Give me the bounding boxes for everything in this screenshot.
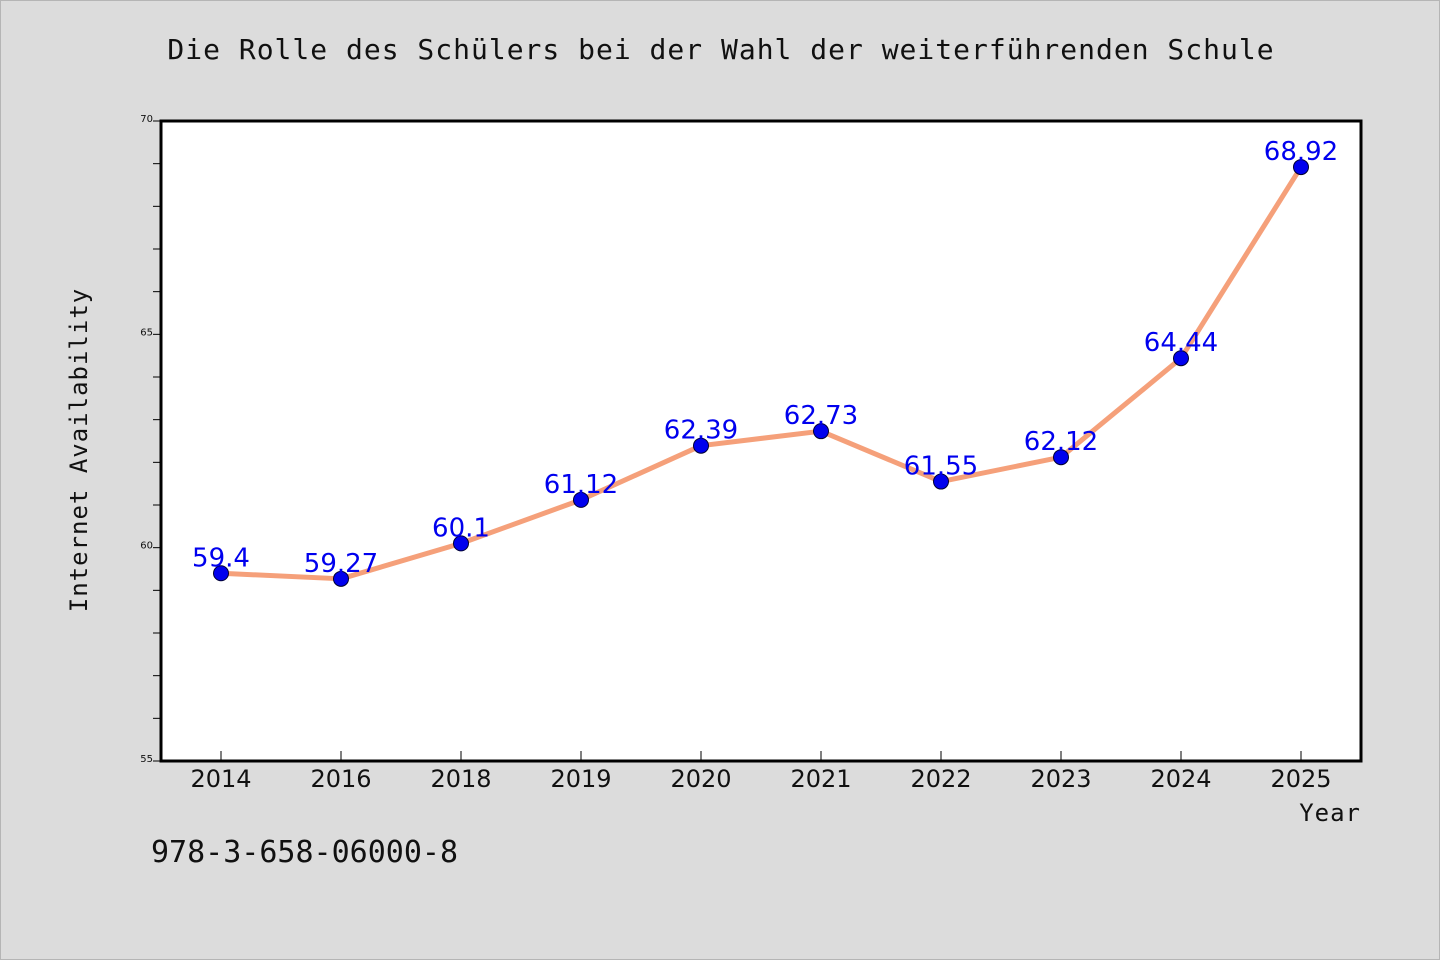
data-label: 60.1 <box>432 513 490 543</box>
data-label: 59.4 <box>192 543 250 573</box>
isbn-text: 978-3-658-06000-8 <box>151 835 459 870</box>
data-point <box>693 437 709 454</box>
y-tick-label: 65 <box>140 327 153 338</box>
data-point <box>933 473 949 490</box>
x-tick-label: 2021 <box>790 765 851 793</box>
data-point <box>1053 449 1069 466</box>
x-tick-label: 2022 <box>910 765 971 793</box>
data-point <box>1293 159 1309 176</box>
data-label: 64.44 <box>1144 328 1218 358</box>
y-axis-label: Internet Availability <box>65 288 93 612</box>
x-tick-label: 2016 <box>310 765 371 793</box>
data-label: 68.92 <box>1264 137 1338 167</box>
y-tick-label: 55 <box>140 754 153 765</box>
data-label: 62.12 <box>1024 427 1098 457</box>
data-point <box>453 535 469 552</box>
x-tick-label: 2014 <box>190 765 251 793</box>
data-label: 61.55 <box>904 452 978 482</box>
data-point <box>813 423 829 440</box>
x-tick-label: 2025 <box>1270 765 1331 793</box>
series-line <box>218 164 1304 582</box>
data-label: 62.39 <box>664 416 738 446</box>
y-tick-label: 60 <box>140 541 153 552</box>
x-tick-label: 2024 <box>1150 765 1211 793</box>
data-label: 61.12 <box>544 470 618 500</box>
x-axis-label: Year <box>1299 799 1361 827</box>
data-point <box>213 565 229 582</box>
data-point <box>573 491 589 508</box>
y-tick-label: 70 <box>140 114 153 125</box>
data-point <box>333 570 349 587</box>
x-tick-label: 2023 <box>1030 765 1091 793</box>
x-axis: 2014 2016 2018 2019 2020 2021 2022 2023 2024 2025 <box>190 751 1332 793</box>
data-label: 62.73 <box>784 401 858 431</box>
data-point <box>1173 350 1189 367</box>
plot-frame <box>159 119 1363 763</box>
plot-area <box>159 119 1363 763</box>
y-axis: 55 60 65 70 <box>140 114 161 765</box>
x-tick-label: 2020 <box>670 765 731 793</box>
data-labels: 59.4 59.27 60.1 61.12 62.39 62.73 61.55 62.12 64… <box>192 137 1338 579</box>
series-layer <box>213 159 1309 587</box>
data-label: 59.27 <box>304 549 378 579</box>
x-tick-label: 2019 <box>550 765 611 793</box>
x-tick-label: 2018 <box>430 765 491 793</box>
chart-title: Die Rolle des Schülers bei der Wahl der … <box>167 33 1275 66</box>
